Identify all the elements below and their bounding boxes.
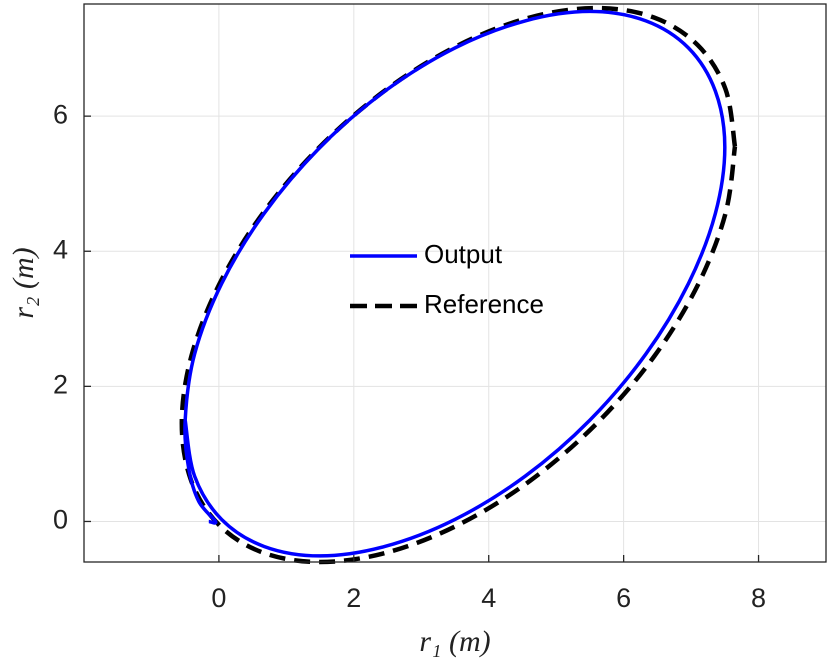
- ticks: 0 2 4 6 8 0 2 4 6: [53, 99, 766, 613]
- grid: [84, 4, 826, 562]
- y-tick-label: 6: [53, 99, 68, 129]
- y-tick-label: 4: [53, 234, 68, 264]
- y-axis-label: r₂ (m): [7, 247, 40, 318]
- axes-box: [83, 3, 827, 563]
- lines: [179, 5, 738, 565]
- x-tick-label: 4: [481, 583, 496, 613]
- legend: Output Reference: [350, 239, 544, 319]
- x-tick-label: 0: [211, 583, 226, 613]
- plot-area: [84, 4, 826, 562]
- y-tick-label: 0: [53, 505, 68, 535]
- y-tick-label: 2: [53, 369, 68, 399]
- x-tick-label: 2: [346, 583, 361, 613]
- x-tick-label: 6: [616, 583, 631, 613]
- legend-label: Reference: [424, 289, 544, 319]
- series-line: [179, 5, 738, 565]
- legend-label: Output: [424, 239, 503, 269]
- x-axis-label: r₁ (m): [419, 625, 490, 658]
- x-tick-label: 8: [751, 583, 766, 613]
- series-line: [183, 9, 727, 558]
